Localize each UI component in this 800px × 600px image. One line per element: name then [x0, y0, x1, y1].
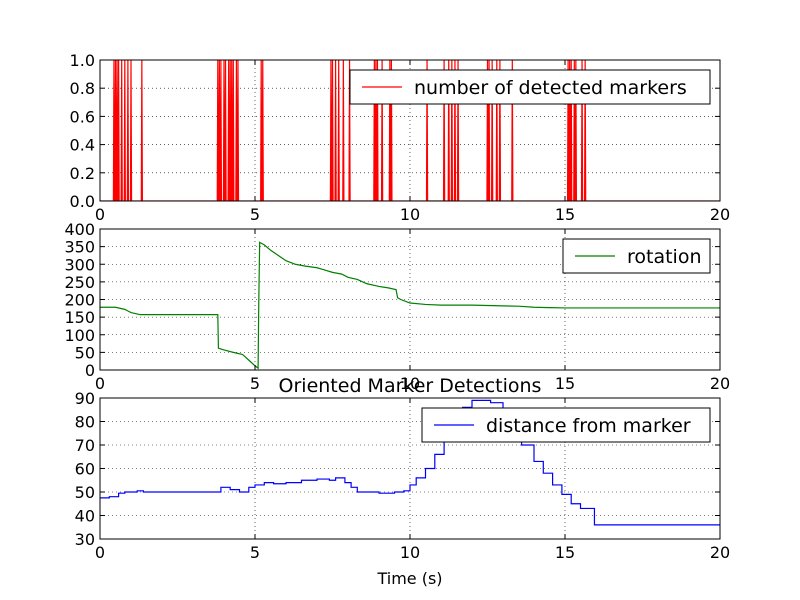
legend: number of detected markers — [349, 69, 711, 105]
legend-label: distance from marker — [486, 415, 691, 437]
y-tick-label: 400 — [64, 220, 95, 239]
x-tick-label: 15 — [555, 205, 575, 224]
x-axis-label: Time (s) — [376, 569, 442, 588]
subplot-1: 0 5 10 15 20 0.0 0.2 0.4 0.6 0.8 1.0 number of dete… — [70, 51, 731, 224]
y-tick-label: 0.0 — [70, 192, 95, 211]
y-tick-label: 50 — [75, 343, 95, 362]
x-tick-label: 20 — [710, 205, 730, 224]
y-tick-label: 150 — [64, 308, 95, 327]
y-tick-label: 0.6 — [70, 107, 95, 126]
y-tick-label: 0.8 — [70, 79, 95, 98]
y-tick-label: 0.4 — [70, 136, 95, 155]
x-tick-label: 20 — [710, 374, 730, 393]
y-tick-label: 0.2 — [70, 164, 95, 183]
x-tick-label: 10 — [400, 374, 420, 393]
x-tick-label: 5 — [250, 543, 260, 562]
y-tick-label: 300 — [64, 255, 95, 274]
series-line-1 — [100, 60, 720, 201]
x-tick-label: 0 — [95, 543, 105, 562]
series-line-1 — [100, 399, 720, 526]
legend-label: number of detected markers — [414, 77, 687, 99]
x-tick-label: 0 — [95, 374, 105, 393]
chart-title: Oriented Marker Detections — [279, 375, 542, 397]
y-tick-label: 60 — [75, 460, 95, 479]
y-tick-label: 200 — [64, 291, 95, 310]
x-tick-label: 0 — [95, 205, 105, 224]
x-tick-label: 10 — [400, 543, 420, 562]
y-tick-label: 80 — [75, 413, 95, 432]
y-tick-label: 50 — [75, 483, 95, 502]
x-tick-label: 10 — [400, 205, 420, 224]
y-tick-label: 0 — [85, 361, 95, 380]
y-tick-label: 100 — [64, 326, 95, 345]
y-tick-label: 250 — [64, 273, 95, 292]
x-tick-label: 20 — [710, 543, 730, 562]
x-tick-label: 15 — [555, 543, 575, 562]
legend: distance from marker — [421, 407, 711, 443]
y-tick-label: 30 — [75, 530, 95, 549]
legend-label: rotation — [627, 246, 702, 268]
x-tick-label: 5 — [250, 205, 260, 224]
y-tick-label: 1.0 — [70, 51, 95, 70]
y-tick-label: 350 — [64, 238, 95, 257]
legend: rotation — [562, 238, 711, 274]
y-tick-label: 90 — [75, 389, 95, 408]
y-tick-label: 70 — [75, 436, 95, 455]
legend-box — [349, 69, 711, 105]
x-tick-label: 5 — [250, 374, 260, 393]
y-tick-label: 40 — [75, 507, 95, 526]
series-line-1 — [100, 241, 720, 370]
x-tick-label: 15 — [555, 374, 575, 393]
